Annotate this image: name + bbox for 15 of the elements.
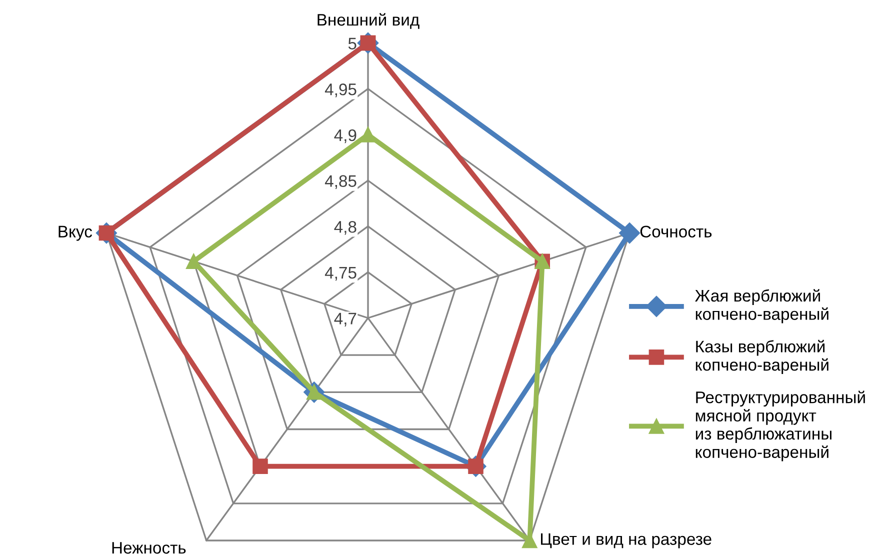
spoke-label: Сочность [640,226,712,238]
y-tick-label: 4,9 [334,129,356,144]
legend-label: Реструктурированный мясной продукт из верблюжатины копчено-вареный [696,390,865,462]
legend-label: Казы верблюжий копчено-вареный [696,340,828,374]
spoke-label: Цвет и вид на разрезе [541,533,712,548]
y-tick-label: 4,7 [334,312,356,326]
y-tick-label: 4,95 [324,84,356,98]
y-tick-label: 5 [348,38,356,50]
y-tick-label: 4,75 [324,267,356,281]
y-tick-label: 4,8 [334,221,356,235]
spoke-label: Вкус [58,226,92,241]
y-tick-label: 4,85 [324,175,356,189]
spoke-label: Внешний вид [318,13,420,29]
spoke-label: Нежность [112,542,186,554]
legend-label: Жая верблюжий копчено-вареный [695,289,828,324]
